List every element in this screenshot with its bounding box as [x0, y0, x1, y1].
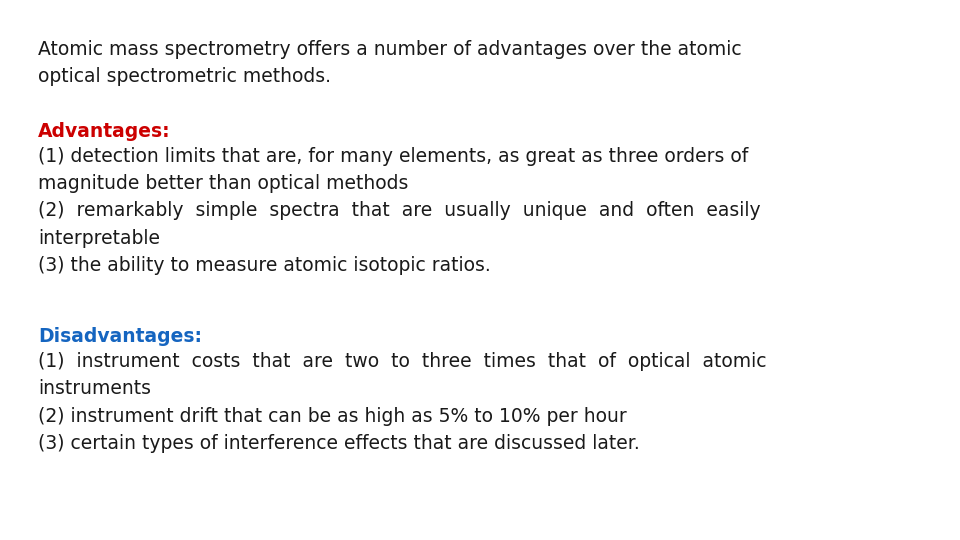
- Text: Advantages:: Advantages:: [38, 122, 171, 141]
- Text: (1)  instrument  costs  that  are  two  to  three  times  that  of  optical  ato: (1) instrument costs that are two to thr…: [38, 352, 766, 453]
- Text: Disadvantages:: Disadvantages:: [38, 327, 202, 346]
- Text: (1) detection limits that are, for many elements, as great as three orders of
ma: (1) detection limits that are, for many …: [38, 147, 760, 275]
- Text: Atomic mass spectrometry offers a number of advantages over the atomic
optical s: Atomic mass spectrometry offers a number…: [38, 40, 742, 86]
